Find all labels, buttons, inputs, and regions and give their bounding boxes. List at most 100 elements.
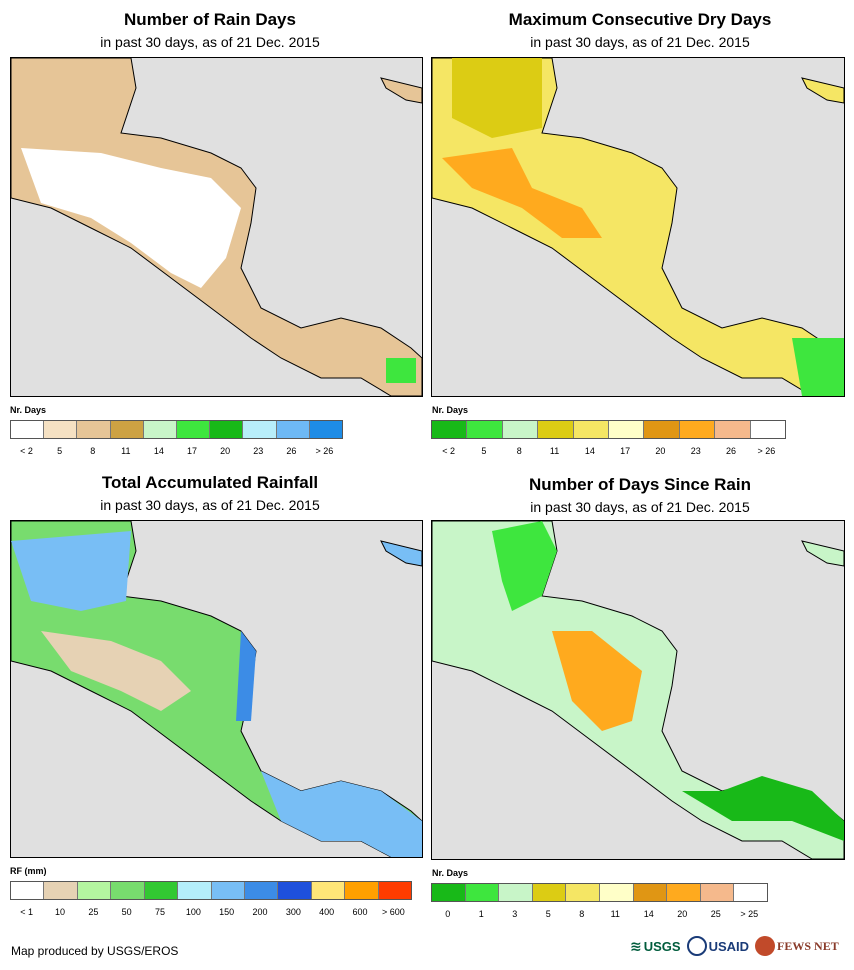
legend-swatch xyxy=(11,421,45,438)
partner-logos: ≋ USGS USAID FEWS NET xyxy=(630,934,839,958)
legend-swatch xyxy=(211,882,245,899)
legend-label: 200 xyxy=(252,907,268,917)
legend-label: 5 xyxy=(57,446,63,456)
legend-label: 26 xyxy=(726,446,737,456)
legend-label: 100 xyxy=(185,907,201,917)
legend-labels: < 2 5 8 11 14 17 20 23 26 > 26 xyxy=(10,446,341,458)
legend-label: 14 xyxy=(584,446,595,456)
legend-label: 600 xyxy=(352,907,368,917)
legend-bar xyxy=(10,420,343,439)
legend-swatch xyxy=(700,884,735,901)
legend-title: Nr. Days xyxy=(432,868,469,878)
map-total-rain[interactable] xyxy=(10,520,423,858)
usgs-label: USGS xyxy=(643,938,681,954)
orange-zone xyxy=(552,631,642,731)
legend-label: > 600 xyxy=(381,907,405,917)
map-svg xyxy=(432,521,844,859)
legend-swatch xyxy=(532,884,567,901)
legend-label: < 2 xyxy=(20,446,33,456)
legend-label: 8 xyxy=(90,446,96,456)
legend-labels: 0 1 3 5 8 11 14 20 25 > 25 xyxy=(431,909,766,921)
land-mass xyxy=(11,521,422,857)
legend-swatch xyxy=(77,882,112,899)
legend-label: > 26 xyxy=(315,446,334,456)
island-cuba xyxy=(380,540,422,567)
island-cuba xyxy=(801,77,844,104)
dry-zone xyxy=(452,58,542,138)
legend-label: 23 xyxy=(253,446,264,456)
legend-label: 5 xyxy=(481,446,487,456)
legend-swatch xyxy=(210,421,244,438)
legend-swatch xyxy=(77,421,111,438)
legend-label: 11 xyxy=(549,446,560,456)
usaid-label: USAID xyxy=(708,938,750,954)
legend-swatch xyxy=(111,882,145,899)
legend-swatch xyxy=(44,421,78,438)
panel-title: Number of Days Since Rain xyxy=(528,475,751,494)
fews-logo[interactable]: FEWS NET xyxy=(755,936,839,956)
panel-subtitle: in past 30 days, as of 21 Dec. 2015 xyxy=(530,34,750,50)
legend-swatch xyxy=(599,884,634,901)
legend-swatch xyxy=(609,421,645,438)
legend-title: Nr. Days xyxy=(10,405,47,415)
map-days-since[interactable] xyxy=(431,520,845,860)
fews-mark-icon xyxy=(755,936,776,956)
legend-label: < 2 xyxy=(442,446,456,456)
legend-swatch xyxy=(573,421,610,438)
legend-labels: < 1 10 25 50 75 100 150 200 300 400 600 > 600 xyxy=(10,907,410,919)
island-cuba xyxy=(380,77,422,104)
legend-label: 8 xyxy=(579,909,585,919)
wet-patch xyxy=(386,358,416,383)
panel-title: Number of Rain Days xyxy=(124,10,296,29)
legend-swatch xyxy=(110,421,144,438)
legend-label: 11 xyxy=(610,909,620,919)
legend-swatch xyxy=(244,882,279,899)
legend-label: 11 xyxy=(121,446,131,456)
legend-label: 26 xyxy=(286,446,297,456)
legend-swatch xyxy=(750,421,786,438)
legend-title: Nr. Days xyxy=(432,405,469,415)
usgs-logo[interactable]: ≋ USGS xyxy=(630,938,681,955)
legend-bar xyxy=(10,881,412,900)
legend-swatch xyxy=(143,421,178,438)
pale-zone xyxy=(41,631,191,711)
legend-labels: < 2 5 8 11 14 17 20 23 26 > 26 xyxy=(431,446,784,458)
legend-swatch xyxy=(11,882,45,899)
panel-subtitle: in past 30 days, as of 21 Dec. 2015 xyxy=(100,497,320,513)
usaid-logo[interactable]: USAID xyxy=(686,936,750,956)
panel-rain-days: Number of Rain Days in past 30 days, as … xyxy=(0,0,423,480)
fews-label: FEWS NET xyxy=(777,938,839,953)
legend-label: 75 xyxy=(154,907,166,917)
legend-swatch xyxy=(311,882,346,899)
legend-swatch xyxy=(502,421,539,438)
map-rain-days[interactable] xyxy=(10,57,423,397)
legend-title: RF (mm) xyxy=(10,866,47,876)
map-max-dry[interactable] xyxy=(431,57,845,397)
legend-bar xyxy=(431,883,768,902)
orange-zone xyxy=(442,148,602,238)
legend-label: 400 xyxy=(319,907,335,917)
legend-swatch xyxy=(715,421,751,438)
legend-swatch xyxy=(499,884,533,901)
panel-days-since: Number of Days Since Rain in past 30 day… xyxy=(430,465,850,945)
legend-swatch xyxy=(144,882,179,899)
legend-label: 3 xyxy=(512,909,518,919)
legend-swatch xyxy=(345,882,379,899)
legend-swatch xyxy=(538,421,574,438)
legend-label: 0 xyxy=(445,909,451,919)
legend-label: 14 xyxy=(643,909,654,919)
map-svg xyxy=(11,58,422,396)
legend-label: 25 xyxy=(88,907,99,917)
legend-label: 20 xyxy=(220,446,231,456)
legend-label: 10 xyxy=(54,907,66,917)
legend-swatch xyxy=(378,882,412,899)
coast-blue xyxy=(236,631,256,721)
legend-label: 150 xyxy=(219,907,235,917)
legend-swatch xyxy=(633,884,668,901)
legend-label: > 25 xyxy=(740,909,759,919)
legend-swatch xyxy=(278,882,312,899)
legend-label: 14 xyxy=(153,446,164,456)
legend-label: 20 xyxy=(655,446,666,456)
legend-label: < 1 xyxy=(20,907,34,917)
legend-swatch xyxy=(309,421,343,438)
